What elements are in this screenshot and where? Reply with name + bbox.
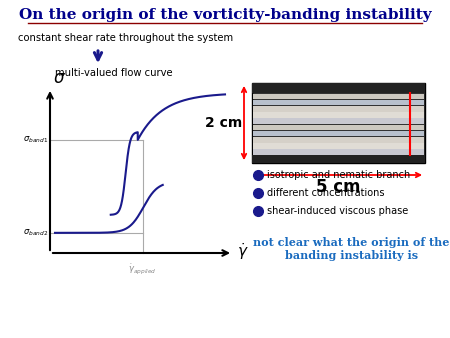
Bar	[253, 125, 424, 130]
Bar	[253, 100, 424, 105]
Text: different concentrations: different concentrations	[267, 188, 384, 198]
Bar	[252, 155, 425, 163]
Text: constant shear rate throughout the system: constant shear rate throughout the syste…	[18, 33, 233, 43]
Bar	[253, 131, 424, 137]
Text: multi-valued flow curve: multi-valued flow curve	[55, 68, 173, 78]
Text: 2 cm: 2 cm	[205, 116, 242, 130]
Bar	[253, 143, 424, 149]
Text: $\sigma_{band1}$: $\sigma_{band1}$	[23, 135, 48, 145]
Bar	[253, 106, 424, 112]
Text: shear-induced viscous phase: shear-induced viscous phase	[267, 206, 408, 216]
Text: On the origin of the vorticity-banding instability: On the origin of the vorticity-banding i…	[19, 8, 431, 22]
Text: isotropic and nematic branch: isotropic and nematic branch	[267, 170, 410, 180]
Bar	[252, 83, 425, 163]
Text: $\sigma_{band2}$: $\sigma_{band2}$	[23, 227, 48, 238]
Text: not clear what the origin of the
banding instability is: not clear what the origin of the banding…	[253, 237, 450, 261]
Bar	[253, 94, 424, 99]
Bar	[253, 112, 424, 118]
Text: $\dot{\gamma}_{applied}$: $\dot{\gamma}_{applied}$	[128, 263, 157, 277]
Text: $\sigma$: $\sigma$	[53, 69, 66, 87]
Text: $\dot{\gamma}$: $\dot{\gamma}$	[237, 242, 249, 263]
Text: 5 cm: 5 cm	[316, 178, 361, 196]
Bar	[252, 83, 425, 93]
Bar	[253, 137, 424, 143]
Bar	[253, 149, 424, 155]
Bar	[253, 118, 424, 124]
